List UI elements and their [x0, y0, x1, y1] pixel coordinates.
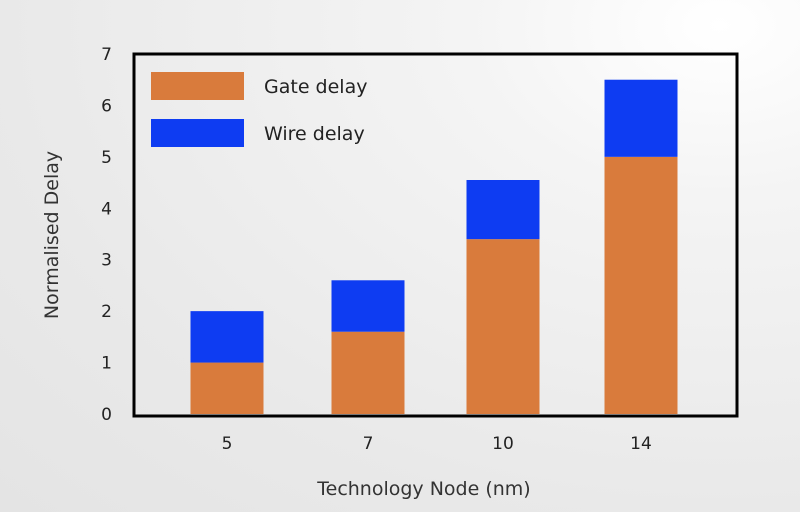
legend-swatch-wire-delay	[151, 119, 244, 147]
x-tick-labels: 5 7 10 14	[222, 434, 652, 454]
y-tick-label: 1	[101, 354, 112, 374]
legend: Gate delay Wire delay	[151, 72, 367, 147]
legend-label-gate-delay: Gate delay	[264, 76, 367, 98]
bar-wire-delay-10	[466, 180, 540, 240]
plot-frame	[132, 52, 739, 418]
y-tick-label: 2	[101, 302, 112, 322]
y-tick-label: 7	[101, 45, 112, 65]
x-axis-title: Technology Node (nm)	[316, 478, 530, 500]
y-tick-label: 0	[101, 405, 112, 425]
x-tick-label: 5	[222, 434, 233, 454]
y-tick-label: 3	[101, 251, 112, 271]
x-tick-label: 10	[492, 434, 514, 454]
bar-gate-delay-14	[604, 156, 678, 414]
bar-wire-delay-5	[190, 311, 264, 363]
x-tick-label: 14	[630, 434, 652, 454]
x-tick-label: 7	[363, 434, 374, 454]
bar-gate-delay-10	[466, 239, 540, 414]
y-tick-label: 5	[101, 148, 112, 168]
legend-label-wire-delay: Wire delay	[264, 123, 365, 145]
y-tick-label: 4	[101, 199, 112, 219]
bars-group	[190, 79, 678, 414]
bar-gate-delay-7	[331, 331, 405, 414]
bar-wire-delay-14	[604, 79, 678, 157]
y-axis-title: Normalised Delay	[41, 151, 63, 319]
y-tick-label: 6	[101, 96, 112, 116]
y-tick-labels: 0 1 2 3 4 5 6 7	[101, 45, 112, 425]
legend-swatch-gate-delay	[151, 72, 244, 100]
bar-gate-delay-5	[190, 362, 264, 414]
bar-wire-delay-7	[331, 280, 405, 332]
